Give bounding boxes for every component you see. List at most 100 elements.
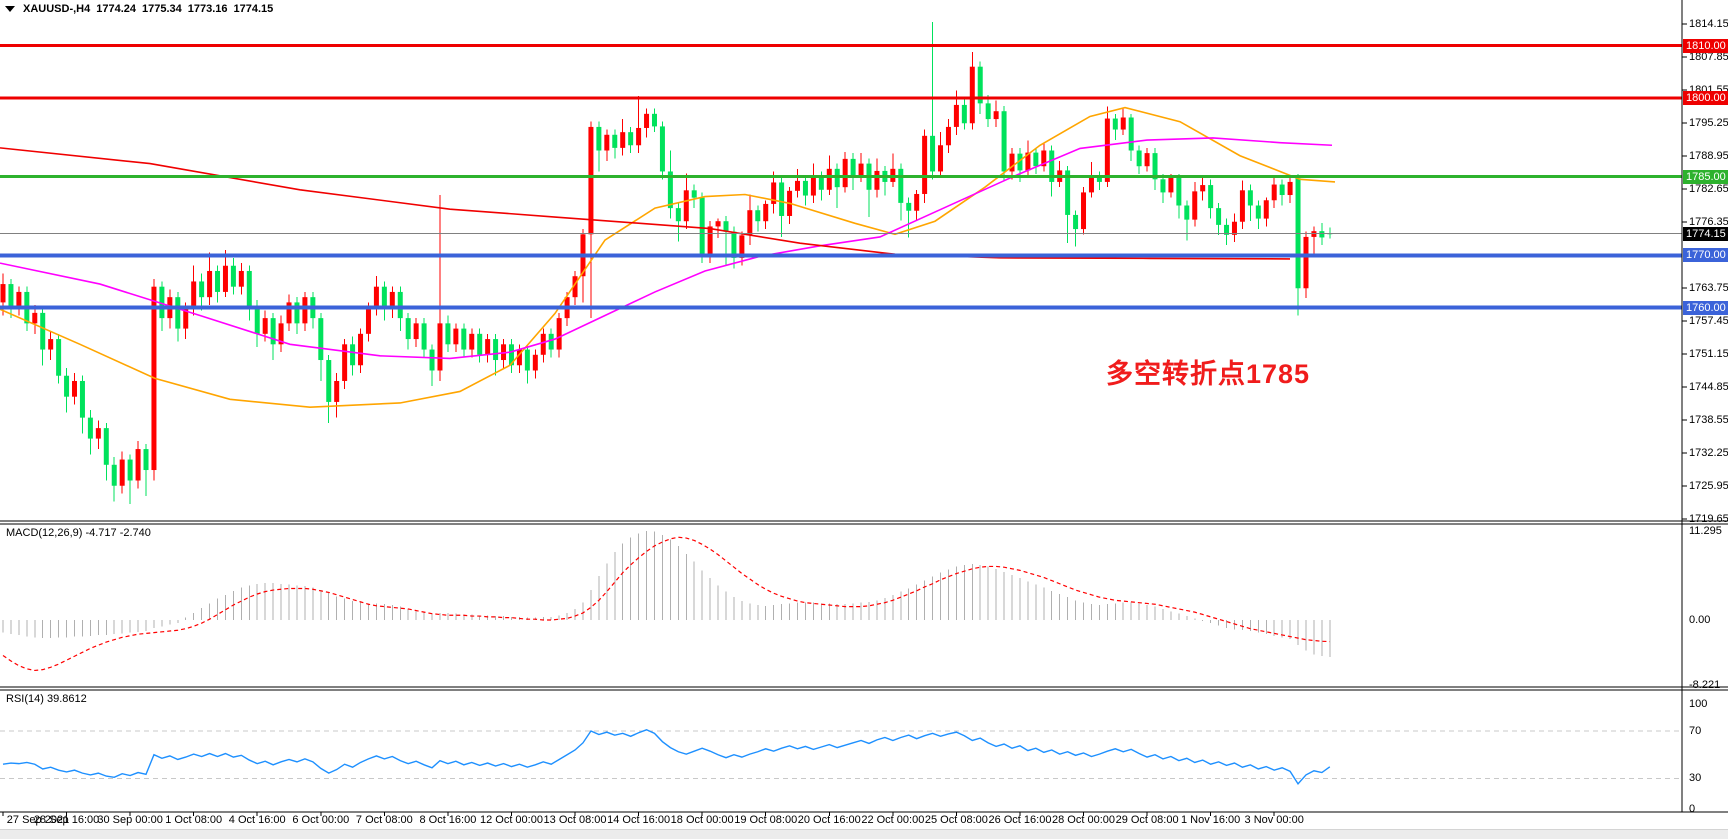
candle-body <box>191 281 197 308</box>
candle-body <box>294 302 300 324</box>
candle-body <box>596 126 602 151</box>
candle-body <box>381 286 387 308</box>
candle-body <box>64 375 70 397</box>
candle-body <box>32 312 38 324</box>
price-axis-label: 1795.25 <box>1689 117 1728 129</box>
candle-body <box>0 284 6 303</box>
candle-body <box>334 380 340 402</box>
candle-body <box>262 318 268 334</box>
candle-body <box>1049 150 1055 182</box>
candle-body <box>183 307 189 329</box>
chart-title-bar: XAUUSD-,H4 1774.24 1775.34 1773.16 1774.… <box>5 3 273 15</box>
candle-body <box>135 449 141 481</box>
bar-open-value: 1774.24 <box>96 3 136 15</box>
candle-body <box>1009 153 1015 172</box>
candle-body <box>159 286 165 319</box>
candle-body <box>938 145 944 172</box>
candle-body <box>763 203 769 222</box>
candle-body <box>246 270 252 308</box>
candle-body <box>485 339 491 355</box>
time-axis-label: 14 Oct 16:00 <box>607 814 671 826</box>
price-axis-label: 1725.95 <box>1689 480 1728 492</box>
macd-axis-label: 0.00 <box>1689 614 1711 626</box>
candle-body <box>1065 170 1071 215</box>
candle-body <box>469 333 475 350</box>
time-axis-label: 29 Oct 08:00 <box>1115 814 1179 826</box>
candle-body <box>1104 118 1110 182</box>
candle-body <box>1128 117 1134 151</box>
rsi-axis-label: 100 <box>1689 698 1708 710</box>
candle-body <box>1239 190 1245 222</box>
price-axis-label: 1763.75 <box>1689 282 1728 294</box>
candle-body <box>771 182 777 204</box>
candle-body <box>747 210 753 236</box>
candle-body <box>1017 153 1023 171</box>
candle-body <box>238 270 244 287</box>
candle-body <box>453 328 459 345</box>
candle-body <box>1168 177 1174 193</box>
candle-body <box>620 132 626 148</box>
price-level-badge: 1760.00 <box>1683 300 1728 315</box>
candle-body <box>1319 231 1325 238</box>
price-level-badge: 1774.15 <box>1683 226 1728 241</box>
time-axis-label: 28 Sep 16:00 <box>33 814 100 826</box>
candle-body <box>508 344 514 366</box>
symbol-period-label[interactable]: XAUUSD-,H4 <box>23 3 91 15</box>
candle-body <box>143 449 149 471</box>
symbol-dropdown-icon[interactable] <box>5 6 15 12</box>
candle-body <box>405 318 411 340</box>
candle-body <box>516 349 522 366</box>
candle-body <box>588 126 594 235</box>
candle-body <box>556 318 562 350</box>
time-axis-label: 6 Oct 00:00 <box>292 814 350 826</box>
candle-body <box>675 208 681 222</box>
candle-body <box>930 135 936 172</box>
time-axis-label: 7 Oct 08:00 <box>355 814 413 826</box>
candle-body <box>572 276 578 298</box>
candle-body <box>1287 181 1293 196</box>
candle-body <box>358 333 364 366</box>
candle-body <box>230 265 236 287</box>
candle-body <box>1255 205 1261 219</box>
candle-body <box>16 291 22 308</box>
candle-body <box>429 349 435 371</box>
ma-red <box>0 147 1291 260</box>
candle-body <box>977 66 983 104</box>
candle-body <box>1216 208 1222 225</box>
price-axis-label: 1757.45 <box>1689 315 1728 327</box>
candle-body <box>254 307 260 334</box>
candle-body <box>350 344 356 366</box>
candle-body <box>215 270 221 292</box>
candle-body <box>810 177 816 196</box>
candle-body <box>731 231 737 258</box>
candle-body <box>612 134 618 148</box>
candle-body <box>437 323 443 371</box>
candle-body <box>1184 205 1190 220</box>
candle-body <box>826 168 832 190</box>
price-axis-label: 1776.35 <box>1689 216 1728 228</box>
price-axis-label: 1807.85 <box>1689 51 1728 63</box>
bar-low-value: 1773.16 <box>187 3 228 15</box>
candle-body <box>365 307 371 334</box>
candle-body <box>397 291 403 319</box>
chinese-annotation-text[interactable]: 多空转折点1785 <box>1106 359 1311 389</box>
candle-body <box>858 163 864 177</box>
candle-body <box>278 323 284 345</box>
candle-body <box>628 132 634 146</box>
price-axis-label: 1814.15 <box>1689 18 1728 30</box>
candle-body <box>493 339 499 361</box>
time-axis-label: 27 Sep 2021 <box>6 814 70 826</box>
candle-body <box>715 221 721 227</box>
candle-body <box>119 459 125 486</box>
candle-body <box>111 464 117 486</box>
candle-body <box>1144 153 1150 167</box>
candle-body <box>961 104 967 124</box>
candle-body <box>373 286 379 308</box>
candle-body <box>842 158 848 188</box>
time-axis-label: 30 Sep 00:00 <box>97 814 163 826</box>
candle-body <box>604 134 610 151</box>
candle-body <box>683 190 689 222</box>
candle-body <box>1311 231 1317 237</box>
